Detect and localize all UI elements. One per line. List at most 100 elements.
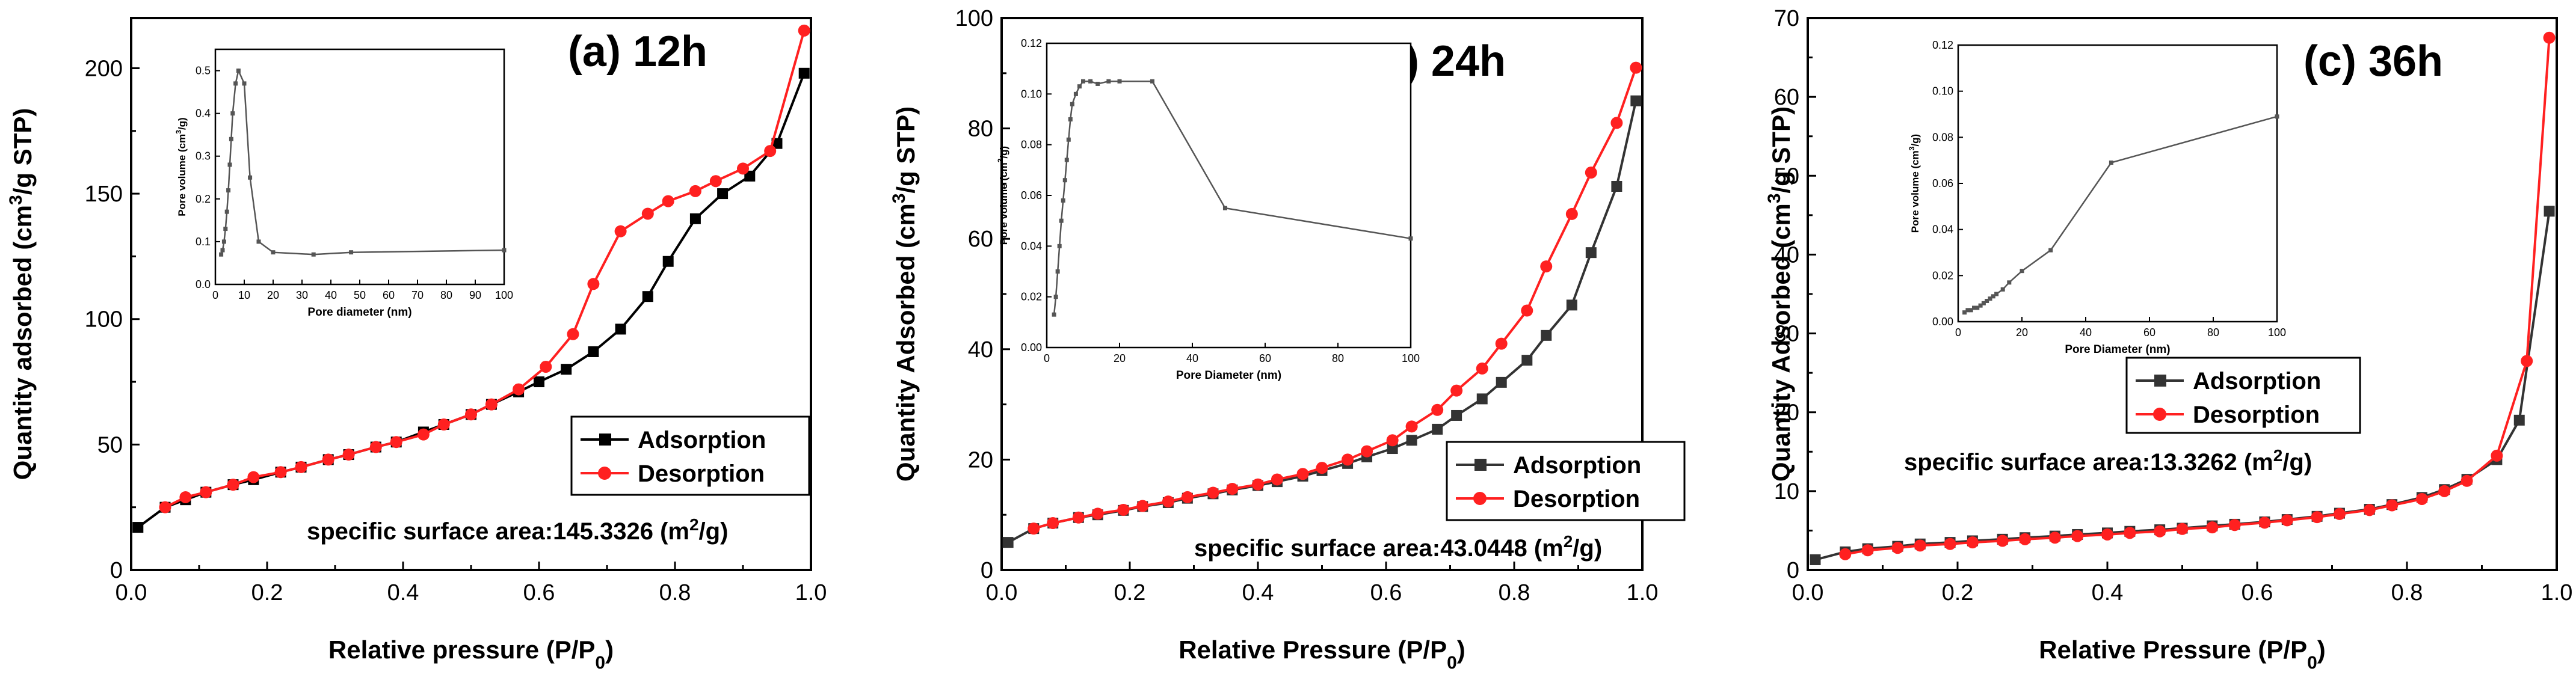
inset-data-point bbox=[1064, 158, 1069, 162]
inset-x-tick-label: 40 bbox=[1186, 352, 1198, 364]
data-point-desorption bbox=[1585, 167, 1597, 179]
data-point-adsorption bbox=[1476, 393, 1488, 405]
inset-data-point bbox=[230, 111, 235, 116]
legend-label-desorption: Desorption bbox=[638, 461, 765, 487]
inset-data-point bbox=[226, 188, 231, 193]
inset-y-tick-label: 0.5 bbox=[196, 65, 211, 77]
x-tick-label: 0.6 bbox=[1370, 580, 1402, 605]
inset-x-tick-label: 0 bbox=[212, 289, 218, 301]
series-line-desorption bbox=[1033, 67, 1638, 530]
inset-data-point bbox=[311, 252, 316, 257]
data-point-adsorption bbox=[2513, 414, 2525, 426]
data-point-adsorption bbox=[132, 522, 144, 533]
data-point-desorption bbox=[1386, 434, 1399, 447]
x-tick-label: 1.0 bbox=[1627, 580, 1659, 605]
data-point-desorption bbox=[1296, 468, 1309, 480]
x-tick-label: 1.0 bbox=[795, 580, 827, 605]
data-point-desorption bbox=[369, 441, 382, 453]
data-point-adsorption bbox=[1810, 554, 1821, 565]
x-axis-label: Relative Pressure (P/P0) bbox=[2039, 636, 2326, 673]
data-point-desorption bbox=[798, 24, 810, 37]
inset-data-point bbox=[2000, 287, 2005, 292]
data-point-adsorption bbox=[1521, 355, 1533, 366]
data-point-desorption bbox=[2048, 532, 2061, 544]
data-point-adsorption bbox=[662, 256, 674, 267]
data-point-adsorption bbox=[1432, 423, 1443, 435]
data-point-desorption bbox=[1271, 473, 1283, 486]
inset-data-point bbox=[1077, 84, 1082, 89]
inset-frame bbox=[1957, 44, 2278, 323]
data-point-desorption bbox=[2228, 519, 2241, 532]
inset-data-point bbox=[2109, 161, 2113, 165]
data-point-desorption bbox=[1450, 384, 1463, 397]
inset-y-tick-label: 0.04 bbox=[1021, 240, 1042, 252]
y-tick-label: 40 bbox=[968, 337, 993, 363]
data-point-desorption bbox=[390, 436, 402, 449]
inset-x-tick-label: 0 bbox=[1955, 326, 1961, 339]
x-tick-label: 0.0 bbox=[116, 580, 147, 605]
data-point-adsorption bbox=[1406, 435, 1417, 446]
data-point-desorption bbox=[1181, 491, 1194, 503]
inset-y-tick-label: 0.08 bbox=[1932, 131, 1953, 143]
data-point-adsorption bbox=[615, 323, 626, 335]
inset-y-tick-label: 0.4 bbox=[196, 108, 211, 120]
data-point-desorption bbox=[274, 466, 287, 479]
x-tick-label: 0.6 bbox=[523, 580, 555, 605]
inset-data-point bbox=[271, 250, 276, 255]
inset-y-tick-label: 0.0 bbox=[196, 278, 211, 290]
inset-series-line bbox=[220, 68, 505, 256]
inset-data-point bbox=[1070, 102, 1074, 106]
inset-data-point bbox=[1059, 218, 1064, 223]
y-tick-label: 10 bbox=[1774, 479, 1799, 504]
data-point-desorption bbox=[227, 479, 239, 491]
legend-marker bbox=[1473, 492, 1487, 505]
inset-x-tick-label: 100 bbox=[1402, 352, 1420, 364]
inset-y-tick-label: 0.00 bbox=[1932, 316, 1953, 328]
inset-frame bbox=[1046, 42, 1412, 349]
inset-x-axis-label: Pore Diameter (nm) bbox=[1176, 369, 1281, 382]
y-tick-label: 50 bbox=[1774, 164, 1799, 189]
data-point-desorption bbox=[1914, 539, 1926, 552]
legend: Adsorption Desorption bbox=[570, 415, 810, 496]
legend-box bbox=[2125, 357, 2361, 434]
data-point-desorption bbox=[689, 185, 701, 197]
x-tick-label: 0.0 bbox=[986, 580, 1018, 605]
inset-data-point bbox=[1150, 79, 1154, 84]
data-point-desorption bbox=[1630, 61, 1642, 74]
data-point-adsorption bbox=[588, 346, 599, 357]
y-tick-label: 60 bbox=[1774, 85, 1799, 110]
data-point-desorption bbox=[641, 207, 654, 220]
y-tick-label: 150 bbox=[85, 182, 123, 207]
inset-data-point bbox=[1088, 79, 1093, 84]
data-point-adsorption bbox=[1566, 299, 1577, 311]
inset-pore-distribution: 0 20 40 60 80 100 0.00 0.02 0.04 0.06 0.08 0.10 0.12… bbox=[996, 37, 1420, 382]
series-desorption bbox=[1028, 61, 1642, 535]
data-point-desorption bbox=[1162, 495, 1174, 508]
surface-area-annotation: specific surface area:145.3326 (m2/g) bbox=[307, 515, 728, 545]
data-point-desorption bbox=[247, 471, 260, 483]
data-point-desorption bbox=[1028, 522, 1040, 535]
data-point-desorption bbox=[2281, 514, 2293, 527]
inset-pore-distribution: 0 10 20 30 40 50 60 70 80 90 100 0.0 0.1 0.2 0.3 0.4 0.5… bbox=[174, 48, 513, 319]
series-desorption bbox=[159, 24, 810, 513]
data-point-desorption bbox=[1091, 507, 1104, 520]
inset-data-point bbox=[219, 252, 224, 257]
inset-data-point bbox=[349, 250, 354, 255]
inset-data-point bbox=[1962, 310, 1967, 315]
legend-label-desorption: Desorption bbox=[2193, 402, 2320, 428]
inset-y-axis-label: Pore volume (cm3/g) bbox=[996, 146, 1009, 245]
data-point-desorption bbox=[2438, 485, 2451, 497]
inset-y-axis-label: Pore volume (cm3/g) bbox=[174, 117, 188, 216]
inset-data-point bbox=[236, 69, 241, 73]
data-point-adsorption bbox=[1611, 180, 1622, 192]
x-tick-label: 0.6 bbox=[2242, 580, 2273, 605]
data-point-desorption bbox=[2071, 530, 2084, 542]
data-point-desorption bbox=[614, 225, 627, 237]
inset-y-tick-label: 0.08 bbox=[1021, 139, 1042, 151]
data-point-desorption bbox=[709, 175, 722, 188]
legend-marker bbox=[598, 467, 611, 480]
data-point-desorption bbox=[1944, 538, 1956, 550]
y-axis-label: Quantity Adsorbed (cm3/g STP) bbox=[889, 106, 920, 482]
inset-x-tick-label: 60 bbox=[2143, 326, 2155, 339]
inset-y-tick-label: 0.00 bbox=[1021, 342, 1042, 354]
